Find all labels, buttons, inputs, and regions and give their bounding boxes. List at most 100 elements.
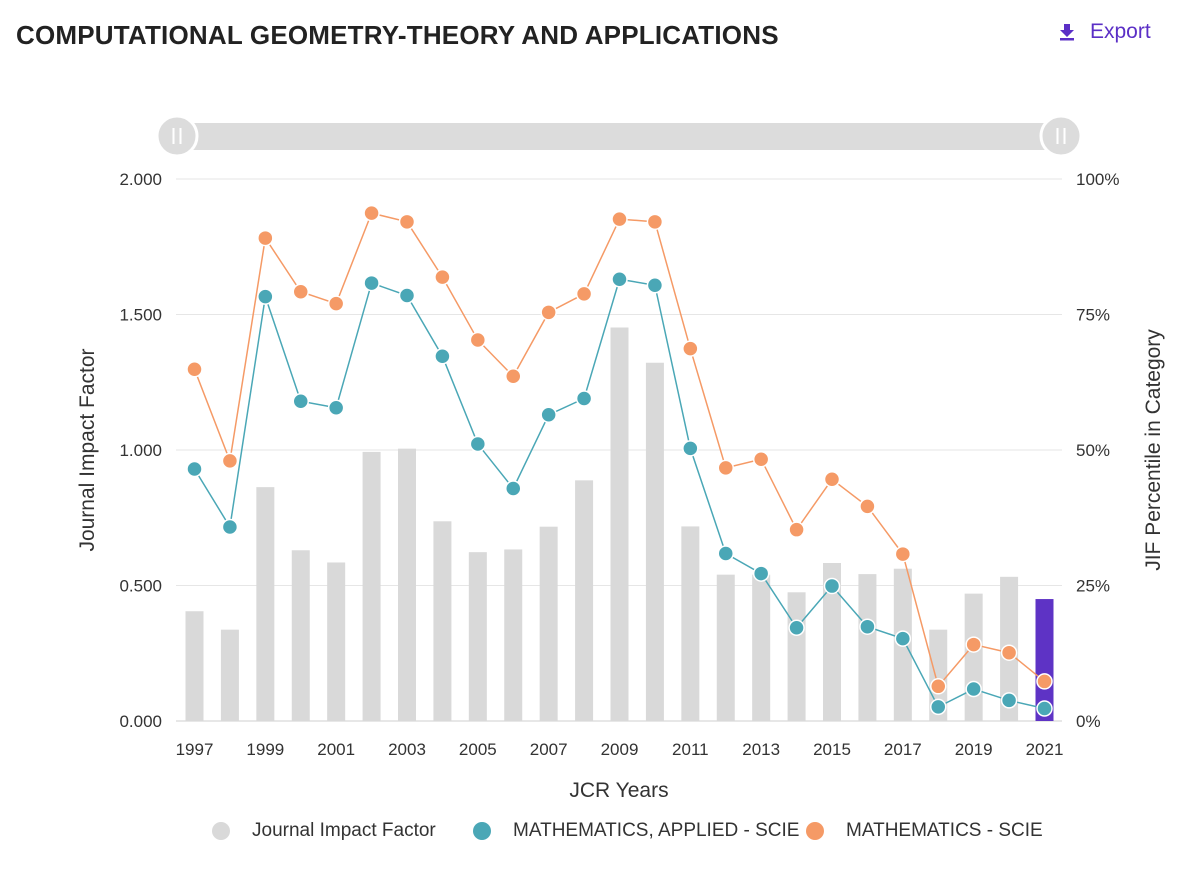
range-slider-handle-end[interactable] <box>1039 114 1083 158</box>
point-math-applied-2004[interactable] <box>434 347 451 365</box>
legend-label-math-applied: MATHEMATICS, APPLIED - SCIE <box>513 820 800 841</box>
point-math-2014[interactable] <box>788 521 805 538</box>
bar-jif-2004[interactable] <box>433 521 452 721</box>
point-math-applied-2011[interactable] <box>682 440 699 457</box>
page-title: COMPUTATIONAL GEOMETRY-THEORY AND APPLIC… <box>16 20 779 50</box>
point-math-applied-2002[interactable] <box>363 274 380 292</box>
bar-jif-2000[interactable] <box>291 550 310 721</box>
legend-marker-math-applied <box>473 822 491 840</box>
bar-jif-2013[interactable] <box>752 574 771 721</box>
legend-item-math-applied[interactable]: MATHEMATICS, APPLIED - SCIE <box>473 820 799 842</box>
point-math-applied-2006[interactable] <box>505 480 522 497</box>
point-math-2011[interactable] <box>682 340 699 357</box>
bar-jif-2005[interactable] <box>468 552 487 721</box>
point-math-2012[interactable] <box>717 459 734 477</box>
point-math-applied-2020[interactable] <box>1000 692 1018 709</box>
legend-marker-math <box>806 822 824 840</box>
point-math-applied-2005[interactable] <box>469 435 487 453</box>
x-tick-label: 1997 <box>176 740 214 759</box>
bar-jif-2019[interactable] <box>964 593 983 721</box>
bar-jif-2001[interactable] <box>327 562 346 721</box>
point-math-2001[interactable] <box>327 295 345 312</box>
bar-jif-2021[interactable] <box>1035 599 1054 721</box>
bar-jif-2016[interactable] <box>858 574 877 721</box>
legend-label-jif: Journal Impact Factor <box>252 820 436 841</box>
point-math-2020[interactable] <box>1000 644 1018 661</box>
bar-jif-2007[interactable] <box>539 526 558 721</box>
export-button[interactable]: Export <box>1058 20 1151 44</box>
point-math-applied-2015[interactable] <box>823 577 841 595</box>
y-right-tick-label: 0% <box>1076 712 1101 731</box>
point-math-2008[interactable] <box>575 285 593 303</box>
x-tick-label: 2009 <box>601 740 639 759</box>
point-math-applied-1999[interactable] <box>257 288 274 305</box>
point-math-2013[interactable] <box>752 450 770 468</box>
point-math-applied-1998[interactable] <box>221 518 239 536</box>
y-left-tick-label: 0.000 <box>119 712 162 731</box>
point-math-1999[interactable] <box>257 229 274 247</box>
export-label: Export <box>1090 20 1151 43</box>
bar-jif-2002[interactable] <box>362 451 381 721</box>
bar-jif-2010[interactable] <box>645 362 664 721</box>
bar-jif-2015[interactable] <box>823 563 841 721</box>
y-right-axis-title: JIF Percentile in Category <box>1142 329 1165 571</box>
point-math-applied-2016[interactable] <box>859 618 876 635</box>
point-math-2015[interactable] <box>823 471 841 488</box>
legend-marker-jif <box>212 822 230 840</box>
point-math-applied-1997[interactable] <box>186 460 203 478</box>
point-math-applied-2001[interactable] <box>327 399 345 416</box>
bar-jif-2008[interactable] <box>575 480 594 721</box>
point-math-applied-2003[interactable] <box>398 287 416 304</box>
point-math-2007[interactable] <box>540 304 557 321</box>
point-math-applied-2009[interactable] <box>611 271 628 288</box>
point-math-2002[interactable] <box>363 204 380 222</box>
point-math-1998[interactable] <box>221 452 239 470</box>
point-math-2010[interactable] <box>646 213 664 231</box>
point-math-applied-2017[interactable] <box>894 630 912 647</box>
point-math-2021[interactable] <box>1036 673 1053 690</box>
y-right-tick-label: 100% <box>1076 170 1119 189</box>
x-tick-label: 1999 <box>246 740 284 759</box>
point-math-2000[interactable] <box>292 283 309 300</box>
point-math-2003[interactable] <box>398 213 416 231</box>
bar-jif-2014[interactable] <box>787 592 806 721</box>
point-math-2017[interactable] <box>894 545 912 563</box>
point-math-applied-2010[interactable] <box>646 276 664 294</box>
point-math-2004[interactable] <box>434 268 451 286</box>
point-math-applied-2008[interactable] <box>575 390 593 407</box>
point-math-1997[interactable] <box>186 360 203 378</box>
point-math-applied-2014[interactable] <box>788 619 805 637</box>
bar-jif-2003[interactable] <box>398 448 416 721</box>
x-axis-title: JCR Years <box>569 779 668 802</box>
point-math-2009[interactable] <box>611 210 628 228</box>
bar-jif-2012[interactable] <box>716 574 735 721</box>
y-right-tick-label: 50% <box>1076 441 1110 460</box>
point-math-applied-2019[interactable] <box>965 680 982 698</box>
bar-jif-2011[interactable] <box>681 526 700 721</box>
bar-jif-1998[interactable] <box>220 629 239 721</box>
legend-item-jif[interactable]: Journal Impact Factor <box>212 820 436 842</box>
point-math-applied-2007[interactable] <box>540 406 557 424</box>
y-left-tick-label: 1.000 <box>119 441 162 460</box>
point-math-2018[interactable] <box>930 678 947 695</box>
point-math-2005[interactable] <box>469 331 487 349</box>
legend-item-math[interactable]: MATHEMATICS - SCIE <box>806 820 1043 842</box>
point-math-applied-2012[interactable] <box>717 545 734 562</box>
bar-jif-2006[interactable] <box>504 549 523 721</box>
bar-jif-1997[interactable] <box>185 611 204 721</box>
y-left-axis-title: Journal Impact Factor <box>76 348 99 551</box>
point-math-2019[interactable] <box>965 636 982 653</box>
bar-jif-1999[interactable] <box>256 487 275 721</box>
point-math-2006[interactable] <box>505 368 522 385</box>
point-math-2016[interactable] <box>859 498 876 515</box>
point-math-applied-2000[interactable] <box>292 392 309 410</box>
point-math-applied-2018[interactable] <box>930 698 947 716</box>
range-slider-track[interactable] <box>176 123 1062 150</box>
point-math-applied-2021[interactable] <box>1036 700 1053 717</box>
range-slider-handle-start[interactable] <box>155 114 199 158</box>
legend-label-math: MATHEMATICS - SCIE <box>846 820 1043 841</box>
y-left-tick-label: 2.000 <box>119 170 162 189</box>
bar-jif-2009[interactable] <box>610 327 629 721</box>
x-tick-label: 2005 <box>459 740 497 759</box>
point-math-applied-2013[interactable] <box>752 565 770 582</box>
